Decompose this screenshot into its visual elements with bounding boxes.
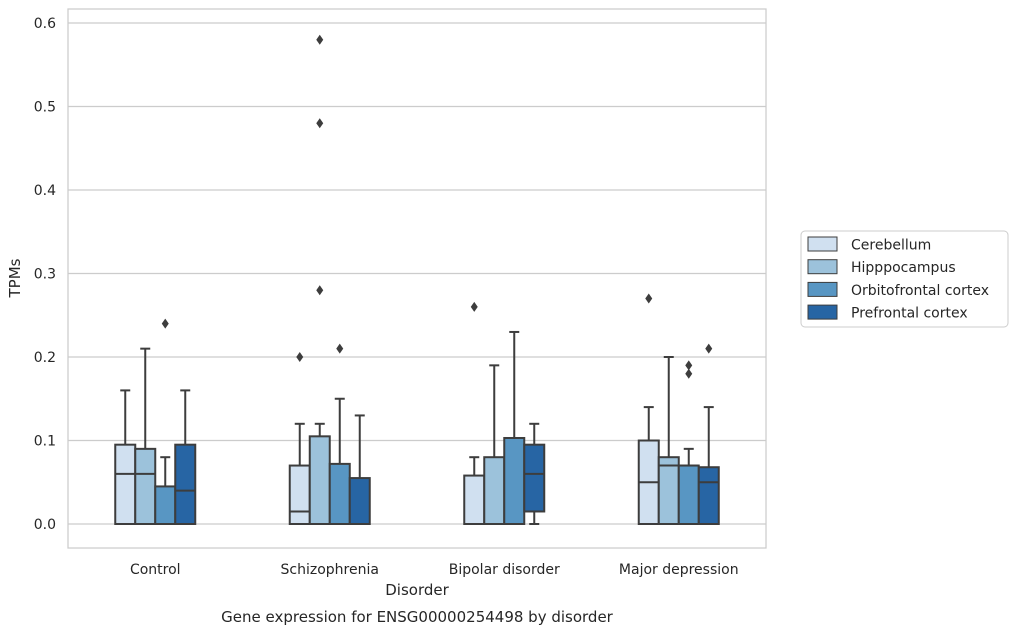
legend-frame [800, 230, 1009, 328]
x-axis-label: Disorder [385, 581, 449, 599]
box-iqr [328, 462, 351, 526]
outlier-point [161, 318, 169, 329]
box-0-2 [463, 301, 486, 526]
y-tick-label: 0.2 [34, 350, 56, 366]
box-0-1 [288, 352, 311, 525]
box-iqr [348, 477, 371, 526]
box-2-3 [677, 360, 700, 525]
box-iqr [523, 443, 546, 513]
outlier-point [685, 368, 693, 379]
y-tick-label: 0.3 [34, 267, 56, 283]
outlier-point [685, 360, 693, 371]
outlier-point [336, 343, 344, 354]
outlier-point [316, 34, 324, 45]
legend-label: Cerebellum [851, 238, 931, 254]
chart-title: Gene expression for ENSG00000254498 by d… [221, 608, 614, 626]
x-tick-label: Schizophrenia [281, 562, 379, 578]
outlier-point [645, 293, 653, 304]
box-iqr [463, 474, 486, 526]
box-0-3 [637, 293, 660, 525]
box-iqr [174, 443, 197, 525]
box-1-3 [657, 356, 680, 526]
outlier-point [316, 118, 324, 129]
box-3-2 [523, 422, 546, 525]
box-iqr [677, 464, 700, 525]
y-axis-label: TPMs [6, 258, 24, 298]
outlier-point [316, 285, 324, 296]
outlier-point [705, 343, 713, 354]
box-iqr [657, 456, 680, 526]
x-tick-label: Control [130, 562, 181, 578]
box-iqr [114, 443, 137, 525]
boxes [114, 34, 720, 526]
outlier-point [470, 301, 478, 312]
y-tick-label: 0.6 [34, 16, 56, 32]
outlier-point [296, 352, 304, 362]
x-tick-label: Bipolar disorder [449, 562, 560, 578]
y-tick-label: 0.4 [34, 183, 56, 199]
legend-label: Orbitofrontal cortex [851, 283, 989, 299]
y-tick-label: 0.5 [34, 100, 56, 116]
legend: Cerebellum Hipppocampus Orbitofrontal cort… [800, 230, 1009, 328]
legend-swatch [807, 304, 838, 320]
box-iqr [503, 436, 526, 525]
legend-swatch [807, 259, 838, 275]
box-1-2 [483, 364, 506, 526]
box-iqr [134, 447, 157, 526]
box-iqr [154, 485, 177, 525]
box-iqr [288, 464, 311, 525]
box-iqr [697, 466, 720, 525]
box-3-0 [174, 389, 197, 525]
box-3-1 [348, 414, 371, 526]
legend-label: Hipppocampus [851, 260, 956, 276]
box-3-3 [697, 343, 720, 525]
box-iqr [483, 456, 506, 526]
legend-swatch [807, 236, 838, 252]
x-tick-label: Major depression [619, 562, 739, 578]
y-tick-label: 0.1 [34, 434, 56, 450]
y-tick-label: 0.0 [34, 517, 56, 533]
box-1-0 [134, 347, 157, 526]
x-tick-labels: Control Schizophrenia Bipolar disorder Majo… [130, 562, 739, 578]
legend-label: Prefrontal cortex [851, 306, 968, 322]
legend-swatch [807, 281, 838, 297]
box-1-1 [308, 34, 331, 526]
box-iqr [308, 435, 331, 526]
y-tick-labels: 0.0 0.1 0.2 0.3 0.4 0.5 0.6 [34, 16, 56, 533]
